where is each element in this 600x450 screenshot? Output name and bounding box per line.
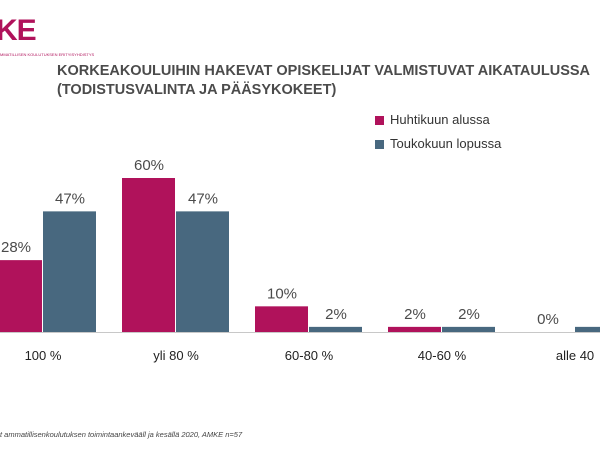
x-tick-label: yli 80 % xyxy=(153,348,199,363)
data-label-2-2: 47% xyxy=(188,190,218,207)
data-label-2-1: 47% xyxy=(55,190,85,207)
x-tick-label: 100 % xyxy=(25,348,62,363)
bar-2-1 xyxy=(43,211,96,332)
data-label-1-2: 60% xyxy=(134,157,164,174)
logo: KE MMATILLISEN KOULUTUKSEN ERITYISYHDIST… xyxy=(0,0,94,60)
bar-2-2 xyxy=(176,211,229,332)
logo-text: KE xyxy=(0,14,37,47)
legend-swatch-2 xyxy=(375,140,384,149)
data-label-2-4: 2% xyxy=(458,306,480,323)
bar-1-4 xyxy=(388,326,441,332)
x-tick-label: 60-80 % xyxy=(285,348,334,363)
bar-2-4 xyxy=(442,326,495,332)
data-label-1-5: 0% xyxy=(537,311,559,328)
bar-1-3 xyxy=(255,306,308,332)
x-tick-label: alle 40 xyxy=(556,348,594,363)
logo-subtitle: MMATILLISEN KOULUTUKSEN ERITYISYHDISTYS xyxy=(0,52,95,57)
legend-label-1: Huhtikuun alussa xyxy=(390,112,490,127)
x-tick-label: 40-60 % xyxy=(418,348,467,363)
source-note: t ammatillisenkoulutuksen toimintaankevä… xyxy=(0,430,243,439)
data-label-1-3: 10% xyxy=(267,285,297,302)
data-label-1-4: 2% xyxy=(404,306,426,323)
data-label-2-3: 2% xyxy=(325,306,347,323)
bar-1-1 xyxy=(0,260,42,332)
bar-2-3 xyxy=(309,326,362,332)
legend-label-2: Toukokuun lopussa xyxy=(390,136,502,151)
chart-title: KORKEAKOULUIHIN HAKEVAT OPISKELIJAT VALM… xyxy=(57,63,590,98)
bar-2-5 xyxy=(575,326,600,332)
legend-swatch-1 xyxy=(375,116,384,125)
data-label-1-1: 28% xyxy=(1,239,31,256)
bar-1-2 xyxy=(122,178,175,332)
